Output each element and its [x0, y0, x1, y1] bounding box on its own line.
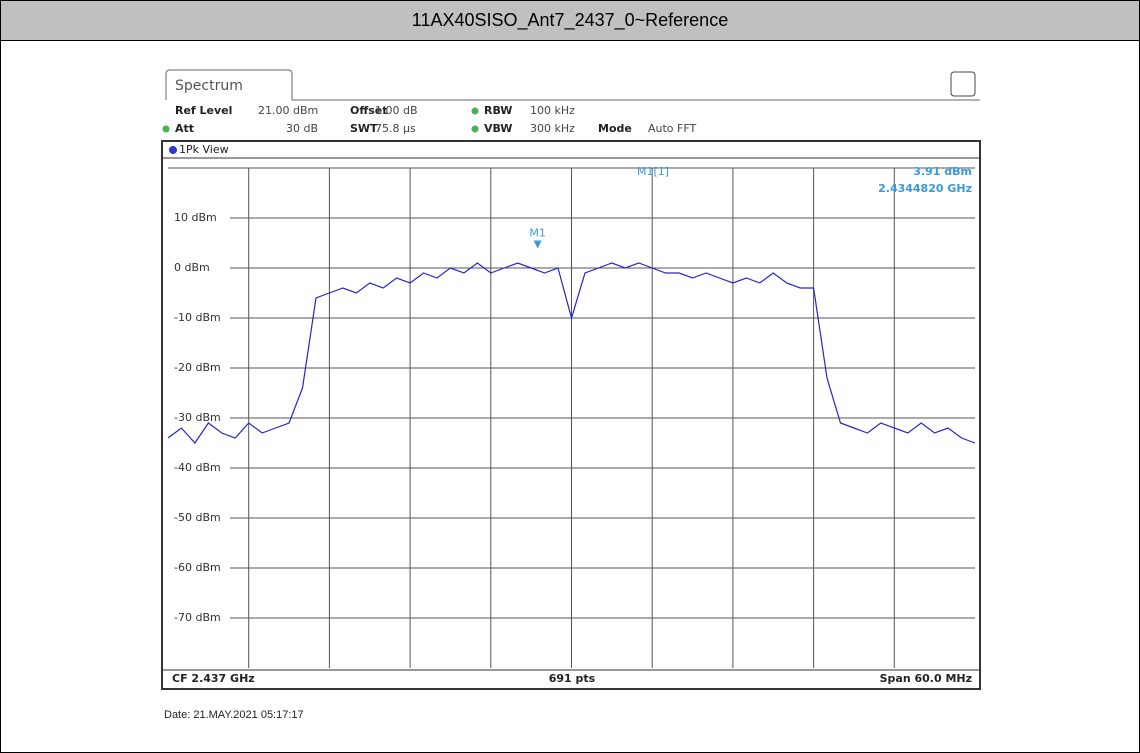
date: Date: 21.MAY.2021 05:17:17 — [164, 709, 304, 721]
coupling-dot — [471, 107, 479, 115]
tab-label: Spectrum — [175, 78, 243, 94]
y-tick-label: -40 dBm — [174, 461, 221, 474]
y-tick-label: -30 dBm — [174, 411, 221, 424]
coupling-dot — [162, 125, 170, 133]
setting-name: Ref Level — [175, 104, 232, 117]
marker-readout: M1[1] — [637, 165, 669, 178]
view-label: 1Pk View — [179, 143, 229, 156]
footer-span: Span 60.0 MHz — [880, 672, 972, 685]
marker-label: M1 — [529, 226, 546, 239]
setting-value: 1.00 dB — [375, 104, 418, 117]
plot-frame — [161, 140, 981, 690]
y-tick-label: -10 dBm — [174, 311, 221, 324]
setting-value: 300 kHz — [530, 122, 575, 135]
footer-cf: CF 2.437 GHz — [172, 672, 255, 685]
setting-name: RBW — [484, 104, 512, 117]
y-tick-label: -20 dBm — [174, 361, 221, 374]
setting-value: Auto FFT — [648, 122, 696, 135]
y-tick-label: 10 dBm — [174, 211, 217, 224]
setting-name: VBW — [484, 122, 512, 135]
marker-x: 2.4344820 GHz — [878, 182, 972, 195]
setting-name: SWT — [350, 122, 378, 135]
setting-value: 75.8 µs — [375, 122, 416, 135]
setting-value: 21.00 dBm — [258, 104, 318, 117]
header-bar — [0, 0, 1140, 41]
y-tick-label: -60 dBm — [174, 561, 221, 574]
setting-value: 30 dB — [286, 122, 318, 135]
view-dot — [169, 146, 177, 154]
tab — [165, 69, 980, 101]
footer-points: 691 pts — [549, 672, 596, 685]
trace — [167, 262, 976, 444]
coupling-dot — [471, 125, 479, 133]
icon — [950, 71, 976, 97]
y-tick-label: -70 dBm — [174, 611, 221, 624]
y-tick-label: 0 dBm — [174, 261, 210, 274]
header-title: 11AX40SISO_Ant7_2437_0~Reference — [412, 10, 728, 31]
setting-name: Offset — [350, 104, 388, 117]
setting-value: 100 kHz — [530, 104, 575, 117]
setting-name: Att — [175, 122, 194, 135]
setting-name: Mode — [598, 122, 632, 135]
y-tick-label: -50 dBm — [174, 511, 221, 524]
marker-y: 3.91 dBm — [913, 165, 972, 178]
marker — [533, 240, 542, 249]
